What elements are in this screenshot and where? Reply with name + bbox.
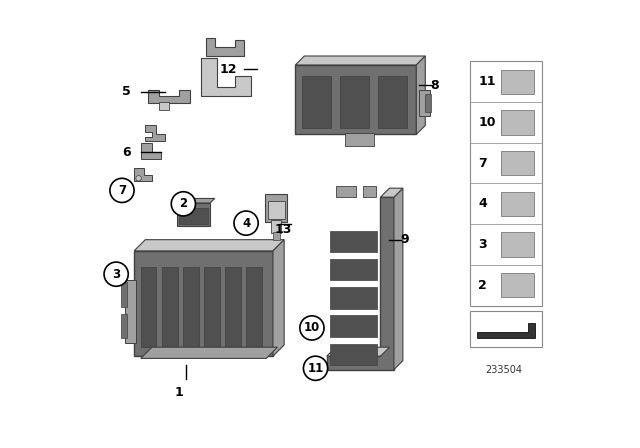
Bar	[273, 232, 280, 240]
Text: 2: 2	[179, 197, 188, 211]
Bar	[204, 267, 220, 347]
Text: 5: 5	[122, 85, 131, 99]
Text: 233504: 233504	[485, 365, 522, 375]
Text: 4: 4	[242, 216, 250, 230]
Bar	[470, 61, 541, 306]
Bar	[330, 259, 377, 280]
Polygon shape	[141, 143, 161, 159]
Polygon shape	[394, 188, 403, 370]
Polygon shape	[327, 347, 389, 356]
Bar	[340, 76, 369, 128]
Bar	[296, 65, 417, 134]
Circle shape	[234, 211, 258, 235]
Polygon shape	[477, 323, 535, 338]
Text: 10: 10	[304, 321, 320, 335]
Text: 3: 3	[112, 267, 120, 281]
Bar	[225, 267, 241, 347]
Circle shape	[300, 316, 324, 340]
Bar	[183, 267, 198, 347]
Bar	[134, 251, 273, 356]
Bar	[470, 311, 541, 347]
Polygon shape	[206, 38, 244, 56]
Bar	[502, 273, 534, 297]
Polygon shape	[202, 58, 251, 96]
Bar	[266, 194, 287, 222]
Bar	[502, 110, 534, 135]
Polygon shape	[145, 125, 165, 141]
Text: 8: 8	[430, 78, 439, 92]
Bar	[330, 344, 377, 365]
Bar	[502, 151, 534, 175]
Bar	[125, 280, 136, 343]
Bar	[330, 315, 377, 337]
Polygon shape	[134, 168, 152, 181]
Bar	[271, 220, 282, 233]
Bar	[121, 314, 127, 338]
Bar	[302, 76, 332, 128]
Circle shape	[104, 262, 128, 286]
Bar	[159, 102, 168, 110]
Polygon shape	[273, 240, 284, 356]
Text: 3: 3	[478, 238, 487, 251]
Text: 11: 11	[307, 362, 324, 375]
Circle shape	[136, 176, 141, 181]
Text: 2: 2	[478, 279, 487, 292]
Text: 13: 13	[275, 223, 292, 236]
Bar	[141, 267, 157, 347]
Text: 4: 4	[478, 197, 487, 210]
Bar	[419, 90, 430, 116]
Bar	[330, 231, 377, 252]
Text: 10: 10	[478, 116, 495, 129]
Text: 11: 11	[478, 75, 495, 88]
Bar	[502, 69, 534, 94]
Bar	[268, 201, 285, 219]
Polygon shape	[296, 56, 425, 65]
Text: 7: 7	[118, 184, 126, 197]
Text: 1: 1	[175, 385, 183, 399]
Polygon shape	[134, 240, 284, 251]
Polygon shape	[417, 56, 425, 134]
Polygon shape	[148, 90, 190, 103]
Bar	[362, 186, 376, 197]
Bar	[502, 192, 534, 216]
Polygon shape	[141, 347, 278, 358]
Bar	[330, 287, 377, 309]
Polygon shape	[380, 188, 403, 197]
Bar	[345, 133, 374, 146]
Bar	[425, 94, 431, 112]
Bar	[502, 232, 534, 257]
Bar	[246, 267, 262, 347]
Bar	[177, 203, 210, 226]
Polygon shape	[177, 198, 215, 203]
Bar	[162, 267, 177, 347]
Circle shape	[172, 192, 195, 216]
Bar	[336, 186, 356, 197]
Text: 7: 7	[478, 157, 487, 170]
Text: 6: 6	[122, 146, 131, 159]
Bar	[179, 208, 208, 224]
Bar	[378, 76, 408, 128]
Text: 9: 9	[400, 233, 408, 246]
Polygon shape	[327, 197, 394, 370]
Circle shape	[303, 356, 328, 380]
Text: 12: 12	[220, 63, 237, 76]
Bar	[121, 282, 127, 307]
Circle shape	[110, 178, 134, 202]
